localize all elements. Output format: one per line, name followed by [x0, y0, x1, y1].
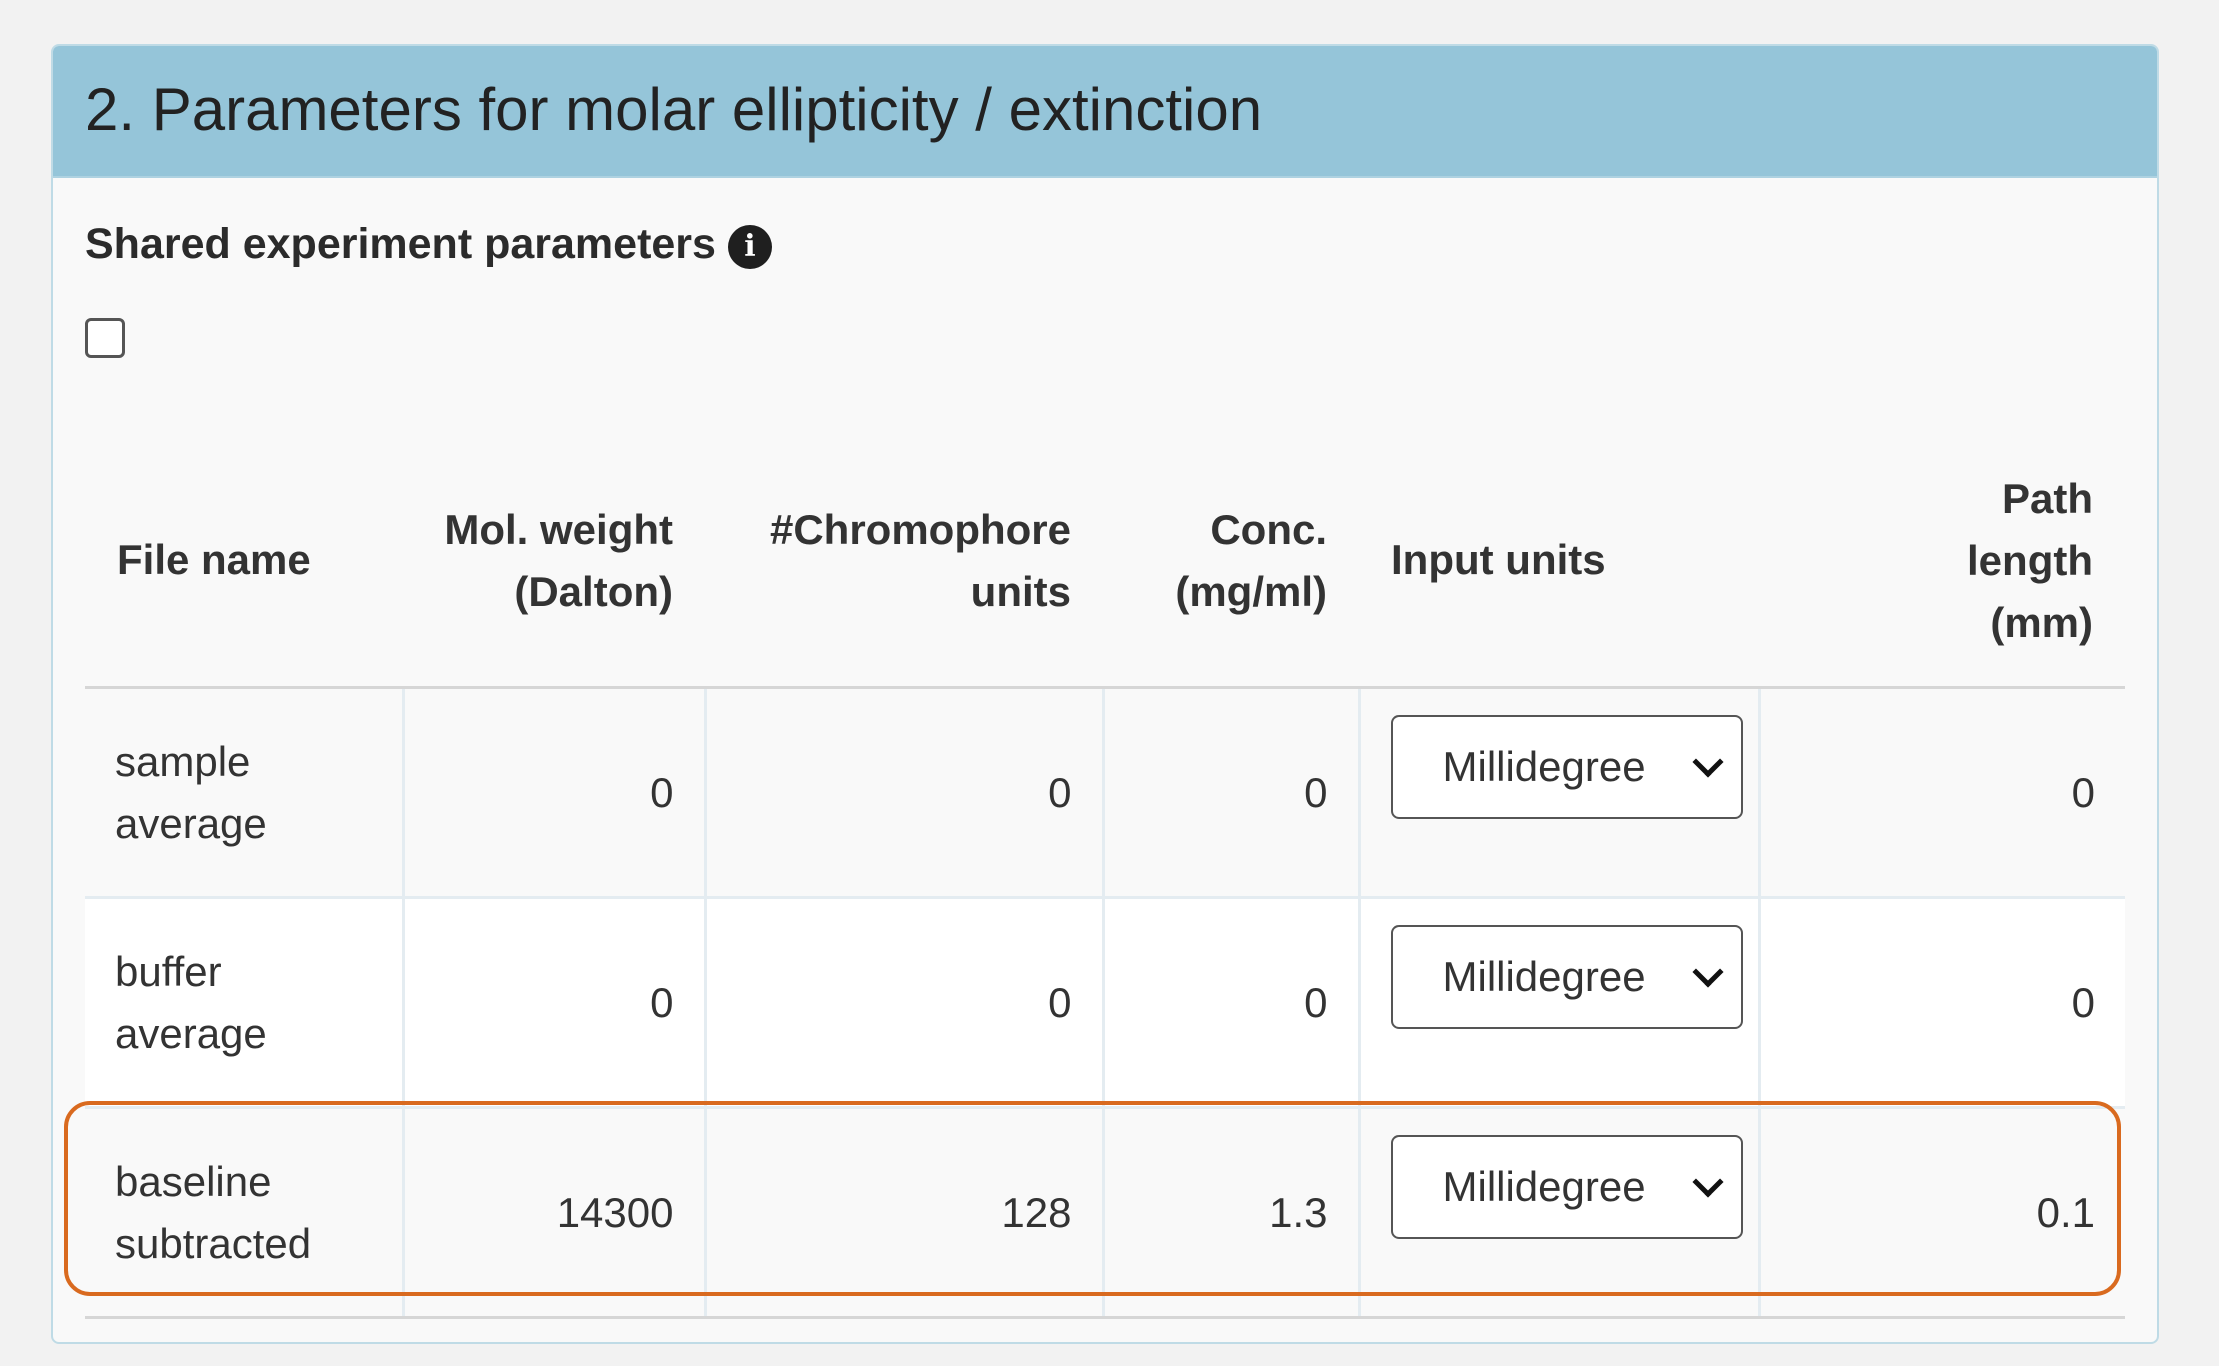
input-units-cell: Millidegree	[1357, 896, 1761, 1109]
mol-weight-input[interactable]: 0	[401, 896, 707, 1109]
input-units-cell: Millidegree	[1357, 686, 1761, 899]
column-header-chromophore-units: #Chromophore units	[705, 468, 1103, 689]
input-units-select[interactable]: Millidegree	[1390, 1134, 1743, 1239]
info-icon[interactable]: i	[727, 224, 772, 269]
mol-weight-input[interactable]: 14300	[401, 1106, 707, 1319]
input-units-select[interactable]: Millidegree	[1390, 924, 1743, 1029]
concentration-input[interactable]: 0	[1101, 896, 1361, 1109]
panel-title: 2. Parameters for molar ellipticity / ex…	[85, 75, 1263, 143]
table-row: sample average 0 0 0 Millidegree 0	[85, 686, 2125, 899]
path-length-input[interactable]: 0	[1757, 896, 2125, 1109]
chevron-down-icon	[1691, 955, 1724, 988]
chromophore-units-input[interactable]: 0	[703, 896, 1105, 1109]
table-row: buffer average 0 0 0 Millidegree 0	[85, 896, 2125, 1109]
table-row: baseline subtracted 14300 128 1.3 Millid…	[85, 1106, 2125, 1319]
shared-parameters-text: Shared experiment parameters	[85, 220, 716, 268]
parameters-panel: 2. Parameters for molar ellipticity / ex…	[51, 44, 2159, 1344]
column-header-file-name: File name	[85, 468, 403, 689]
input-units-select[interactable]: Millidegree	[1390, 714, 1743, 819]
parameters-table: File name Mol. weight (Dalton) #Chromoph…	[85, 468, 2125, 1319]
chevron-down-icon	[1691, 1165, 1724, 1198]
concentration-input[interactable]: 1.3	[1101, 1106, 1361, 1319]
chromophore-units-input[interactable]: 0	[703, 686, 1105, 899]
chromophore-units-input[interactable]: 128	[703, 1106, 1105, 1319]
chevron-down-icon	[1691, 745, 1724, 778]
mol-weight-input[interactable]: 0	[401, 686, 707, 899]
file-name-cell: buffer average	[85, 896, 405, 1109]
file-name-cell: baseline subtracted	[85, 1106, 405, 1319]
panel-heading: 2. Parameters for molar ellipticity / ex…	[53, 46, 2157, 178]
input-units-value: Millidegree	[1442, 952, 1646, 1000]
input-units-value: Millidegree	[1442, 1162, 1646, 1210]
column-header-concentration: Conc. (mg/ml)	[1103, 468, 1359, 689]
shared-parameters-label: Shared experiment parameters i	[85, 220, 772, 269]
shared-parameters-checkbox[interactable]	[85, 318, 125, 358]
path-length-input[interactable]: 0.1	[1757, 1106, 2125, 1319]
column-header-path-length: Path length (mm)	[1759, 468, 2125, 689]
path-length-input[interactable]: 0	[1757, 686, 2125, 899]
input-units-cell: Millidegree	[1357, 1106, 1761, 1319]
input-units-value: Millidegree	[1442, 742, 1646, 790]
column-header-input-units: Input units	[1359, 468, 1759, 689]
column-header-mol-weight: Mol. weight (Dalton)	[403, 468, 705, 689]
concentration-input[interactable]: 0	[1101, 686, 1361, 899]
table-header-row: File name Mol. weight (Dalton) #Chromoph…	[85, 468, 2125, 689]
file-name-cell: sample average	[85, 686, 405, 899]
